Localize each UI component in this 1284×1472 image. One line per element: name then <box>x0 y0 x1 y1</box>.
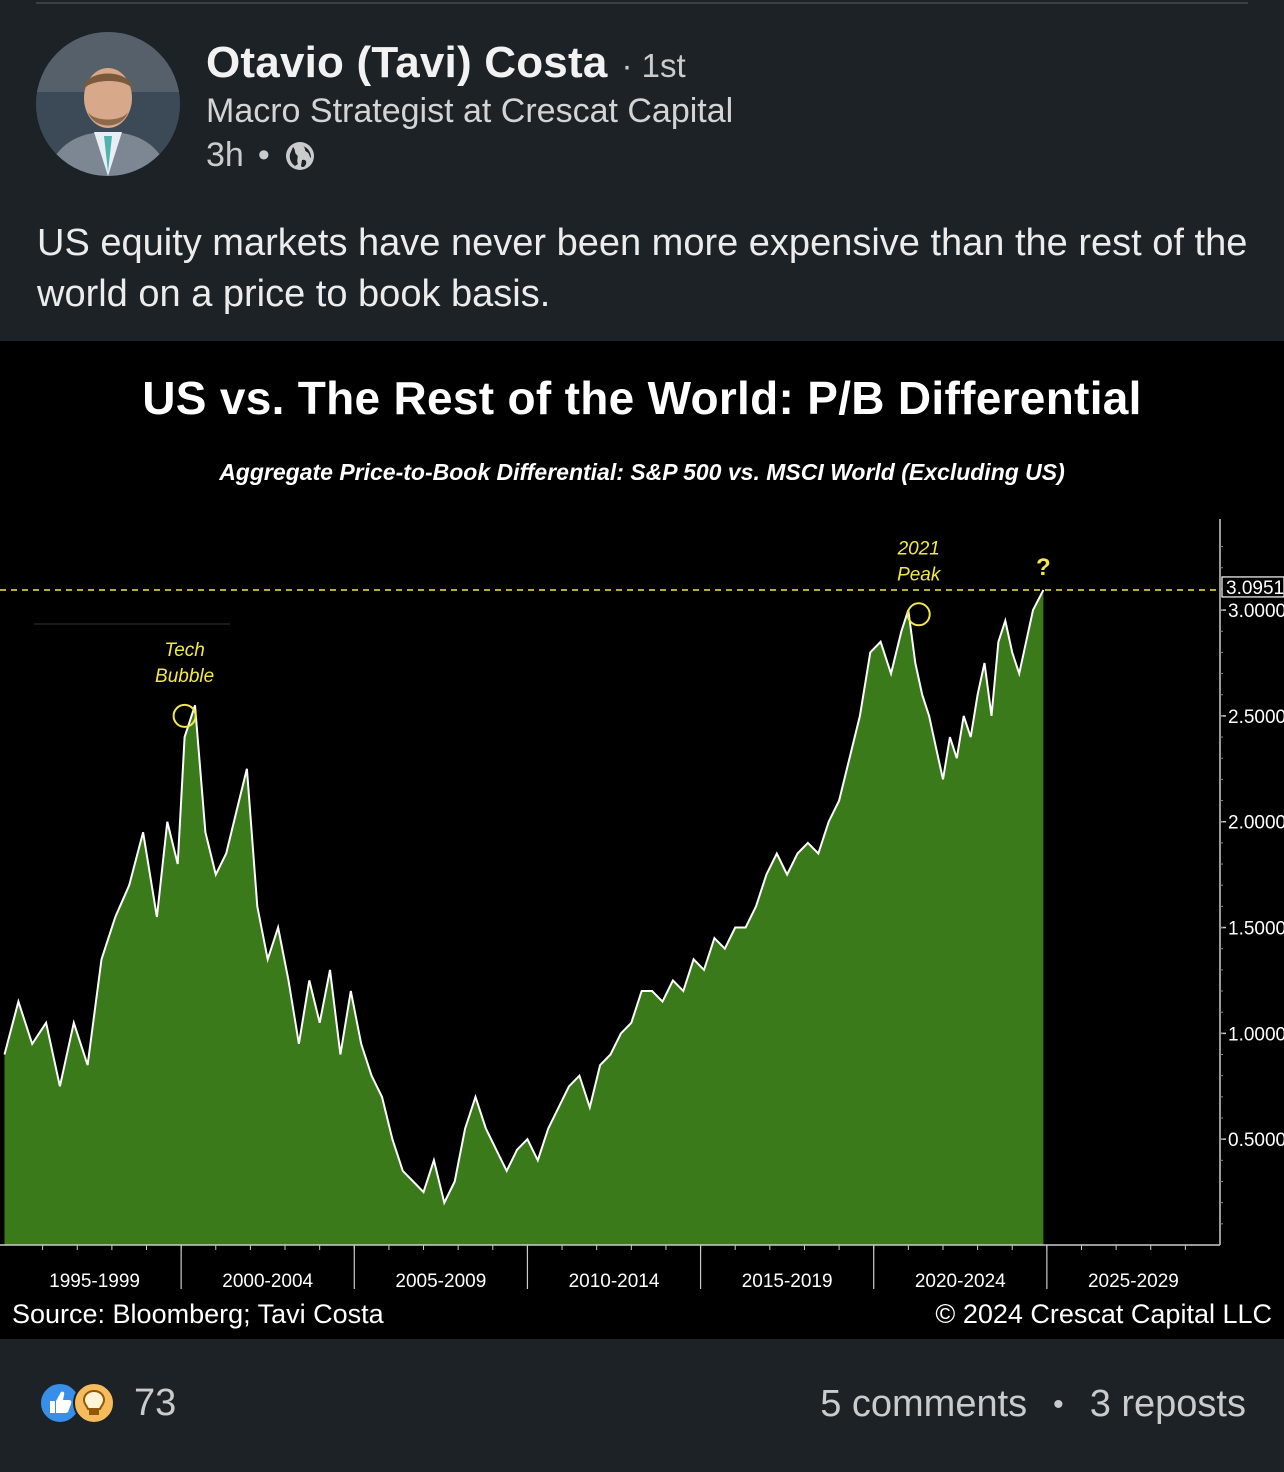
x-tick-label: 2010-2014 <box>569 1271 660 1292</box>
post-meta: 3h • <box>206 136 316 175</box>
reposts-count[interactable]: 3 reposts <box>1089 1383 1246 1425</box>
post-text: US equity markets have never been more e… <box>37 222 1248 315</box>
area-fill <box>4 589 1044 1245</box>
post-social-bar: 73 5 comments • 3 reposts <box>0 1339 1284 1472</box>
reactions-count[interactable]: 73 <box>134 1381 177 1424</box>
annotation-label: Bubble <box>155 666 214 687</box>
annotation-label: Peak <box>897 564 942 585</box>
y-tick-label: 1.5000 <box>1228 919 1284 940</box>
pb-differential-chart: 0.5000 1.0000 1.5000 2.0000 2.5000 3.00003.09… <box>0 519 1284 1292</box>
annotation-label: Tech <box>164 640 205 661</box>
engagement-stats: 5 comments • 3 reposts <box>820 1383 1246 1426</box>
meta-dot: • <box>257 136 270 174</box>
x-tick-label: 2015-2019 <box>742 1271 833 1292</box>
chart-title: US vs. The Rest of the World: P/B Differ… <box>142 372 1142 424</box>
author-name-row: Otavio (Tavi) Costa · 1st <box>206 38 686 88</box>
last-value-box <box>1221 576 1284 598</box>
series-line <box>3 589 1045 1206</box>
annotation-circle <box>172 703 197 728</box>
chart-subtitle: Aggregate Price-to-Book Differential: S&… <box>219 459 1065 485</box>
chart-copyright: © 2024 Crescat Capital LLC <box>935 1299 1272 1329</box>
author-headline: Macro Strategist at Crescat Capital <box>206 92 734 130</box>
y-tick-label: 3.0000 <box>1228 601 1284 622</box>
top-divider <box>36 2 1248 4</box>
chart-image[interactable]: US vs. The Rest of the World: P/B Differ… <box>0 341 1284 1339</box>
author-avatar[interactable] <box>36 32 180 176</box>
post-header: Otavio (Tavi) Costa · 1st Macro Strategi… <box>0 0 1284 200</box>
like-icon <box>39 1382 81 1424</box>
annotation-circle <box>906 602 931 627</box>
avatar-portrait-icon <box>36 32 180 176</box>
connection-degree: · 1st <box>621 47 686 84</box>
x-tick-label: 2025-2029 <box>1088 1271 1179 1292</box>
y-tick-label: 1.0000 <box>1228 1024 1284 1045</box>
x-tick-label: 1995-1999 <box>49 1271 140 1292</box>
author-name[interactable]: Otavio (Tavi) Costa <box>206 38 608 87</box>
x-tick-label: 2000-2004 <box>222 1271 313 1292</box>
annotation-label: 2021 <box>897 538 940 559</box>
globe-icon <box>285 141 314 170</box>
x-tick-label: 2020-2024 <box>915 1271 1006 1292</box>
y-tick-label: 0.5000 <box>1228 1130 1284 1151</box>
last-value-label: 3.0951 <box>1226 578 1284 599</box>
comments-count[interactable]: 5 comments <box>820 1383 1028 1425</box>
y-tick-label: 2.5000 <box>1228 707 1284 728</box>
post-time: 3h <box>206 136 244 174</box>
y-tick-label: 2.0000 <box>1228 813 1284 834</box>
annotation-question-mark: ? <box>1036 554 1051 581</box>
reactions-summary[interactable]: 73 <box>38 1381 176 1425</box>
chart-source: Source: Bloomberg; Tavi Costa <box>12 1299 384 1329</box>
x-tick-label: 2005-2009 <box>395 1271 486 1292</box>
stats-separator: • <box>1053 1387 1064 1421</box>
insightful-icon <box>73 1382 115 1424</box>
reaction-icons <box>39 1382 115 1424</box>
